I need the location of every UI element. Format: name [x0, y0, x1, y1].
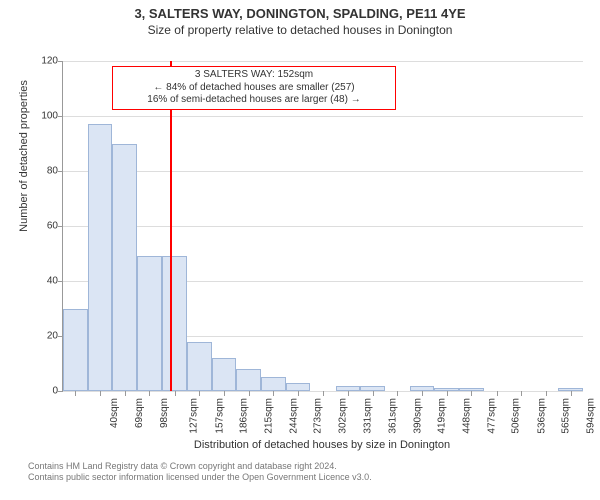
histogram-bar: [162, 256, 187, 391]
histogram-bar: [236, 369, 261, 391]
xtick-mark: [273, 391, 274, 396]
xtick-label: 565sqm: [561, 398, 572, 434]
xtick-label: 186sqm: [239, 398, 250, 434]
ytick-mark: [58, 226, 63, 227]
xtick-mark: [125, 391, 126, 396]
gridline: [63, 171, 583, 172]
gridline: [63, 116, 583, 117]
xtick-label: 127sqm: [189, 398, 200, 434]
xtick-label: 273sqm: [313, 398, 324, 434]
gridline: [63, 226, 583, 227]
attribution-line-1: Contains HM Land Registry data © Crown c…: [28, 461, 372, 472]
xtick-mark: [373, 391, 374, 396]
xtick-mark: [100, 391, 101, 396]
xtick-mark: [199, 391, 200, 396]
xtick-label: 361sqm: [388, 398, 399, 434]
xtick-mark: [249, 391, 250, 396]
xtick-label: 215sqm: [264, 398, 275, 434]
chart-plot-area: 02040608010012040sqm69sqm98sqm127sqm157s…: [62, 61, 583, 392]
xtick-label: 506sqm: [511, 398, 522, 434]
gridline: [63, 61, 583, 62]
annotation-line-3: 16% of semi-detached houses are larger (…: [119, 94, 389, 107]
page-subtitle: Size of property relative to detached ho…: [0, 23, 600, 37]
xtick-label: 390sqm: [412, 398, 423, 434]
attribution-line-2: Contains public sector information licen…: [28, 472, 372, 483]
xtick-mark: [224, 391, 225, 396]
attribution-text: Contains HM Land Registry data © Crown c…: [28, 461, 372, 484]
ytick-label: 100: [28, 111, 58, 122]
xtick-mark: [422, 391, 423, 396]
xtick-mark: [471, 391, 472, 396]
histogram-bar: [187, 342, 212, 392]
ytick-label: 40: [28, 276, 58, 287]
xtick-mark: [323, 391, 324, 396]
xtick-label: 244sqm: [288, 398, 299, 434]
ytick-label: 80: [28, 166, 58, 177]
ytick-mark: [58, 61, 63, 62]
property-size-marker: [170, 61, 172, 391]
xtick-mark: [175, 391, 176, 396]
xtick-mark: [75, 391, 76, 396]
histogram-bar: [261, 377, 286, 391]
y-axis-label: Number of detached properties: [18, 0, 30, 321]
ytick-label: 120: [28, 56, 58, 67]
ytick-label: 20: [28, 331, 58, 342]
ytick-label: 0: [28, 386, 58, 397]
xtick-label: 98sqm: [159, 398, 170, 428]
histogram-bar: [112, 144, 137, 392]
histogram-bar: [63, 309, 88, 392]
ytick-mark: [58, 281, 63, 282]
xtick-mark: [149, 391, 150, 396]
xtick-label: 157sqm: [214, 398, 225, 434]
annotation-line-1: 3 SALTERS WAY: 152sqm: [119, 69, 389, 82]
xtick-label: 477sqm: [486, 398, 497, 434]
annotation-line-2: ← 84% of detached houses are smaller (25…: [119, 82, 389, 95]
xtick-label: 448sqm: [462, 398, 473, 434]
page-title: 3, SALTERS WAY, DONINGTON, SPALDING, PE1…: [0, 6, 600, 21]
xtick-label: 419sqm: [437, 398, 448, 434]
histogram-bar: [212, 358, 237, 391]
histogram-bar: [88, 124, 113, 391]
ytick-label: 60: [28, 221, 58, 232]
xtick-mark: [447, 391, 448, 396]
xtick-label: 302sqm: [338, 398, 349, 434]
histogram-bar: [137, 256, 162, 391]
xtick-label: 40sqm: [109, 398, 120, 428]
ytick-mark: [58, 391, 63, 392]
xtick-label: 331sqm: [362, 398, 373, 434]
xtick-mark: [521, 391, 522, 396]
ytick-mark: [58, 171, 63, 172]
x-axis-label: Distribution of detached houses by size …: [62, 439, 582, 451]
ytick-mark: [58, 116, 63, 117]
xtick-mark: [397, 391, 398, 396]
xtick-mark: [497, 391, 498, 396]
xtick-label: 536sqm: [536, 398, 547, 434]
xtick-label: 594sqm: [586, 398, 597, 434]
xtick-mark: [298, 391, 299, 396]
xtick-mark: [348, 391, 349, 396]
xtick-mark: [546, 391, 547, 396]
xtick-mark: [571, 391, 572, 396]
histogram-bar: [286, 383, 311, 391]
annotation-box: 3 SALTERS WAY: 152sqm ← 84% of detached …: [112, 66, 396, 110]
xtick-label: 69sqm: [134, 398, 145, 428]
